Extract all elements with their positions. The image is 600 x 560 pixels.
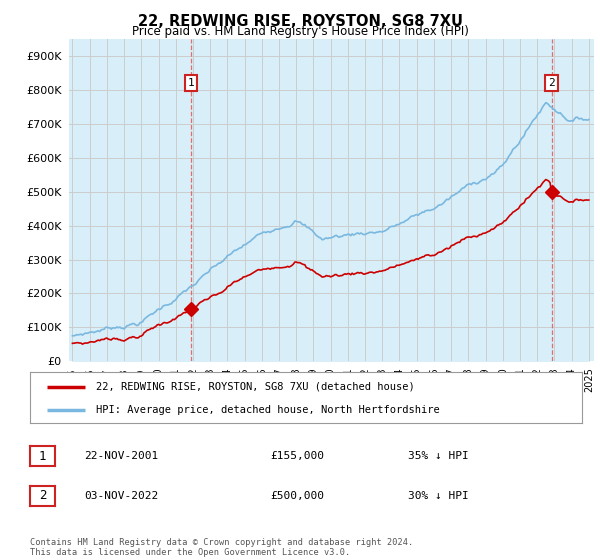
Text: 1: 1 <box>39 450 46 463</box>
Text: 2: 2 <box>548 78 555 88</box>
Text: £155,000: £155,000 <box>270 451 324 461</box>
Text: 22-NOV-2001: 22-NOV-2001 <box>84 451 158 461</box>
Text: 22, REDWING RISE, ROYSTON, SG8 7XU (detached house): 22, REDWING RISE, ROYSTON, SG8 7XU (deta… <box>96 381 415 391</box>
Text: Contains HM Land Registry data © Crown copyright and database right 2024.
This d: Contains HM Land Registry data © Crown c… <box>30 538 413 557</box>
Text: 1: 1 <box>187 78 194 88</box>
Text: 30% ↓ HPI: 30% ↓ HPI <box>408 491 469 501</box>
Text: HPI: Average price, detached house, North Hertfordshire: HPI: Average price, detached house, Nort… <box>96 405 440 415</box>
Text: £500,000: £500,000 <box>270 491 324 501</box>
Text: 35% ↓ HPI: 35% ↓ HPI <box>408 451 469 461</box>
Text: 22, REDWING RISE, ROYSTON, SG8 7XU: 22, REDWING RISE, ROYSTON, SG8 7XU <box>137 14 463 29</box>
Text: 03-NOV-2022: 03-NOV-2022 <box>84 491 158 501</box>
Text: Price paid vs. HM Land Registry's House Price Index (HPI): Price paid vs. HM Land Registry's House … <box>131 25 469 38</box>
Text: 2: 2 <box>39 489 46 502</box>
